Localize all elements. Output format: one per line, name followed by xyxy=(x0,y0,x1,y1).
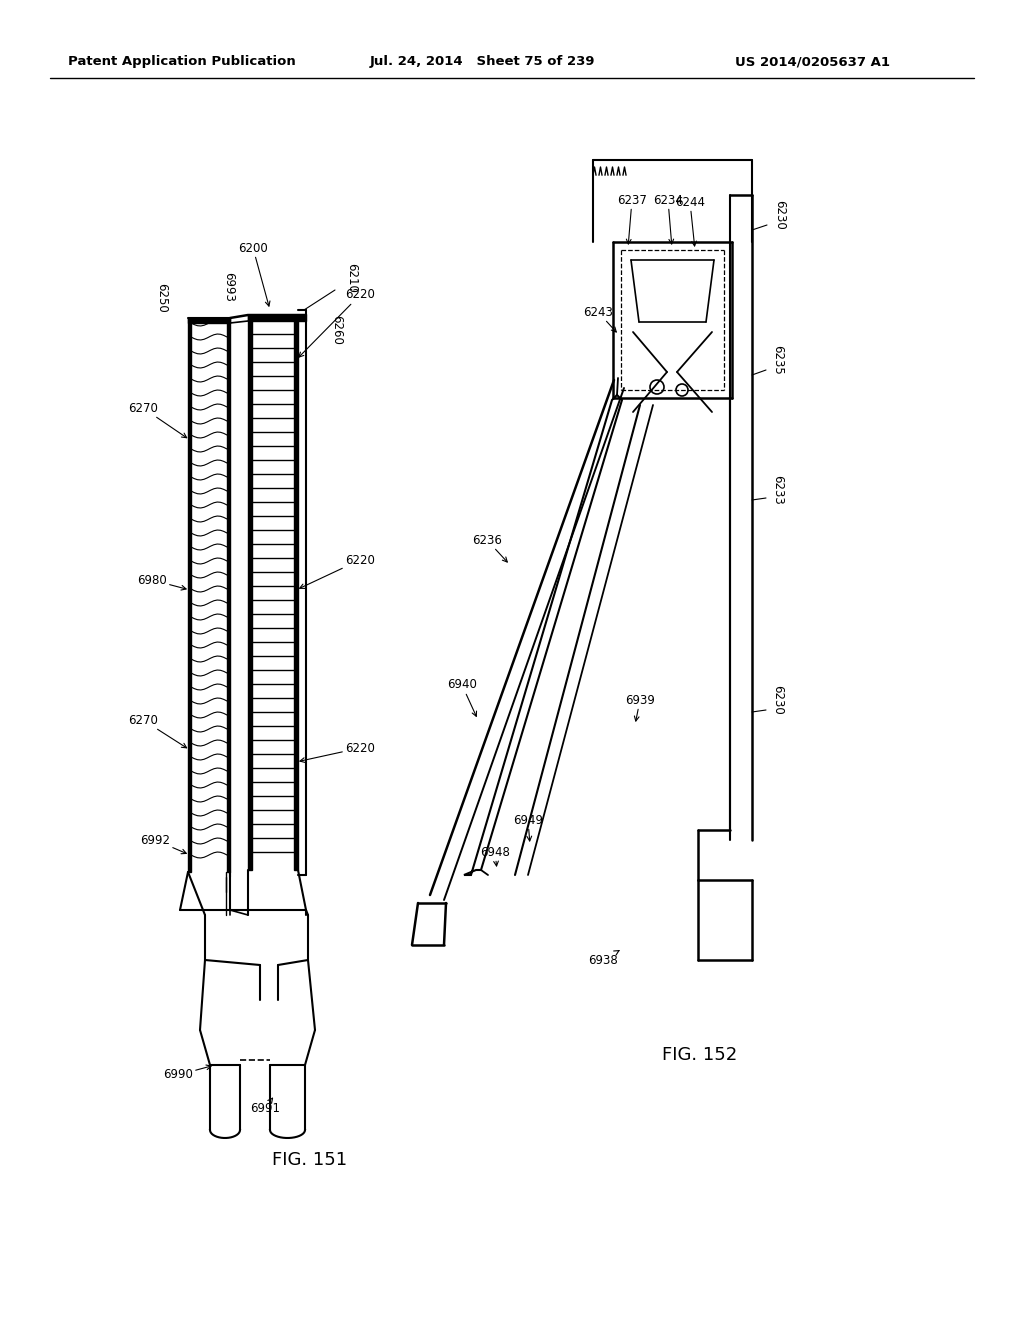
Text: 6220: 6220 xyxy=(299,289,375,358)
Text: Jul. 24, 2014   Sheet 75 of 239: Jul. 24, 2014 Sheet 75 of 239 xyxy=(370,55,596,69)
Text: FIG. 151: FIG. 151 xyxy=(272,1151,347,1170)
Text: 6991: 6991 xyxy=(250,1098,280,1114)
Text: 6992: 6992 xyxy=(140,833,186,854)
Text: 6990: 6990 xyxy=(163,1065,211,1081)
Text: 6949: 6949 xyxy=(513,813,543,841)
Text: 6220: 6220 xyxy=(300,742,375,763)
Text: 6938: 6938 xyxy=(588,950,620,966)
Text: Patent Application Publication: Patent Application Publication xyxy=(68,55,296,69)
Text: 6236: 6236 xyxy=(472,533,507,562)
Text: 6948: 6948 xyxy=(480,846,510,866)
Bar xyxy=(294,315,298,870)
Text: 6233: 6233 xyxy=(771,475,784,504)
Text: 6230: 6230 xyxy=(771,685,784,715)
Text: 6235: 6235 xyxy=(771,345,784,375)
Text: US 2014/0205637 A1: US 2014/0205637 A1 xyxy=(735,55,890,69)
Text: 6244: 6244 xyxy=(675,195,705,246)
Text: 6939: 6939 xyxy=(625,693,655,721)
Text: 6940: 6940 xyxy=(447,678,477,717)
Bar xyxy=(227,318,230,873)
Bar xyxy=(188,318,230,323)
Text: 6230: 6230 xyxy=(773,201,786,230)
Bar xyxy=(188,318,191,873)
Text: FIG. 152: FIG. 152 xyxy=(663,1045,737,1064)
Bar xyxy=(248,314,306,321)
Text: 6220: 6220 xyxy=(300,553,375,589)
Text: 6243: 6243 xyxy=(583,305,616,333)
Text: 6250: 6250 xyxy=(155,282,168,313)
Text: 6980: 6980 xyxy=(137,573,186,590)
Text: 6260: 6260 xyxy=(330,315,343,345)
Text: 6237: 6237 xyxy=(617,194,647,244)
Text: 6993: 6993 xyxy=(222,272,234,302)
Text: 6200: 6200 xyxy=(239,242,270,306)
Bar xyxy=(248,315,252,870)
Text: 6210: 6210 xyxy=(345,263,358,293)
Text: 6234: 6234 xyxy=(653,194,683,244)
Text: 6270: 6270 xyxy=(128,401,186,438)
Text: 6270: 6270 xyxy=(128,714,186,748)
